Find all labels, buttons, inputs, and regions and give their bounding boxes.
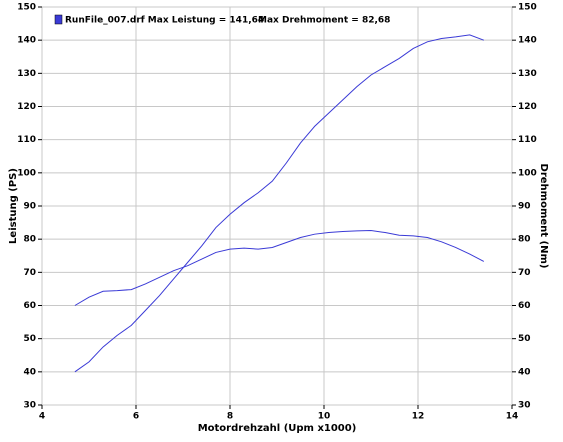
x-tick-label: 6	[133, 412, 139, 422]
y2-tick-label: 80	[518, 235, 531, 245]
y-tick-label: 30	[23, 401, 36, 411]
x-axis-label: Motordrehzahl (Upm x1000)	[198, 423, 357, 434]
y2-tick-label: 150	[518, 3, 537, 13]
legend-text: Max Drehmoment = 82,68	[258, 16, 390, 26]
y2-tick-label: 120	[518, 102, 537, 112]
x-tick-label: 8	[227, 412, 233, 422]
y-tick-label: 110	[17, 135, 36, 145]
y-tick-label: 50	[23, 334, 36, 344]
legend-text: RunFile_007.drf Max Leistung = 141,64	[65, 16, 264, 26]
x-tick-label: 14	[506, 412, 519, 422]
legend-icon	[54, 14, 63, 25]
y-tick-label: 100	[17, 168, 36, 178]
y2-tick-label: 100	[518, 168, 537, 178]
y2-tick-label: 70	[518, 268, 531, 278]
y-axis-label: Leistung (PS)	[8, 168, 19, 244]
y2-tick-label: 130	[518, 69, 537, 79]
data-line	[74, 34, 484, 373]
y2-tick-label: 50	[518, 334, 531, 344]
y-tick-label: 130	[17, 69, 36, 79]
y-tick-label: 80	[23, 235, 36, 245]
y-tick-label: 150	[17, 3, 36, 13]
y2-tick-label: 90	[518, 202, 531, 212]
x-tick-label: 12	[412, 412, 425, 422]
x-tick-label: 10	[318, 412, 331, 422]
y2-tick-label: 140	[518, 36, 537, 46]
y-tick-label: 70	[23, 268, 36, 278]
x-tick-label: 4	[39, 412, 45, 422]
data-line	[74, 230, 485, 306]
y-tick-label: 40	[23, 367, 36, 377]
y2-tick-label: 60	[518, 301, 531, 311]
y-tick-label: 60	[23, 301, 36, 311]
y2-tick-label: 40	[518, 367, 531, 377]
y-tick-label: 90	[23, 202, 36, 212]
y-tick-label: 120	[17, 102, 36, 112]
y2-tick-label: 30	[518, 401, 531, 411]
y2-axis-label: Drehmoment (Nm)	[538, 164, 549, 269]
y2-tick-label: 110	[518, 135, 537, 145]
y-tick-label: 140	[17, 36, 36, 46]
